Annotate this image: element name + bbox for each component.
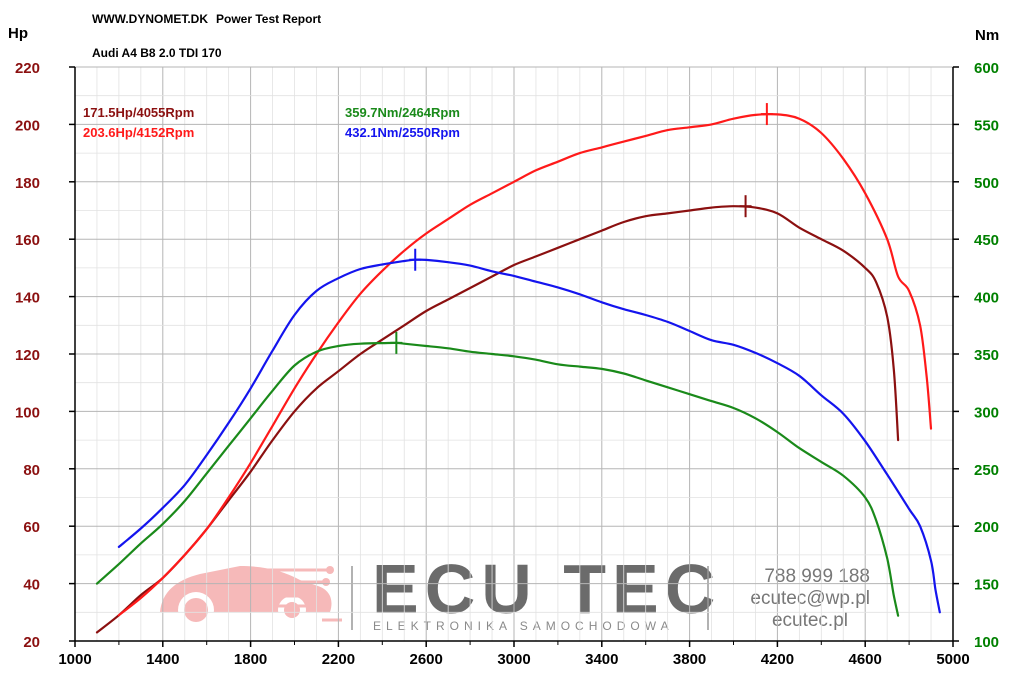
right-tick-label: 400 <box>974 290 999 307</box>
report-header: WWW.DYNOMET.DK Power Test Report <box>92 12 321 26</box>
chart-axes: 1000 1400 1800 2200 2600 3000 3400 3800 4200 4600… <box>8 25 999 668</box>
series-line-hp-tuned <box>117 112 933 617</box>
watermark-web: ecutec.pl <box>772 610 848 631</box>
x-tick-label: 3000 <box>497 651 530 668</box>
left-tick-label: 100 <box>15 404 40 421</box>
left-tick-label: 120 <box>15 347 40 364</box>
car-circuit-logo-icon <box>160 566 342 628</box>
x-tick-label: 2600 <box>410 651 443 668</box>
chart-grid <box>74 66 954 642</box>
left-tick-label: 200 <box>15 117 40 134</box>
watermark-tagline: ELEKTRONIKA SAMOCHODOWA <box>373 619 674 633</box>
left-tick-label: 160 <box>15 232 40 249</box>
x-tick-label: 3800 <box>673 651 706 668</box>
right-tick-label: 200 <box>974 519 999 536</box>
left-tick-label: 180 <box>15 175 40 192</box>
right-tick-label: 150 <box>974 577 999 594</box>
chart-series <box>95 112 941 634</box>
right-tick-label: 550 <box>974 117 999 134</box>
right-tick-label: 600 <box>974 60 999 77</box>
left-tick-label: 80 <box>23 462 40 479</box>
report-title: Power Test Report <box>216 12 321 26</box>
watermark-brand: ECU TEC <box>372 550 721 628</box>
peak-annotation: 203.6Hp/4152Rpm <box>83 125 194 140</box>
peak-annotation: 171.5Hp/4055Rpm <box>83 105 194 120</box>
series-line-nm-tuned <box>117 258 941 614</box>
right-tick-label: 250 <box>974 462 999 479</box>
chart-annotations: 171.5Hp/4055Rpm 203.6Hp/4152Rpm 359.7Nm/24… <box>83 105 460 140</box>
series-line-hp-stock <box>95 205 900 634</box>
x-tick-label: 2200 <box>322 651 355 668</box>
left-axis-unit: Hp <box>8 25 28 42</box>
site-name: WWW.DYNOMET.DK <box>92 12 208 26</box>
left-tick-label: 140 <box>15 290 40 307</box>
x-tick-label: 4600 <box>849 651 882 668</box>
right-tick-label: 500 <box>974 175 999 192</box>
series-line-nm-stock <box>95 341 900 617</box>
left-tick-label: 60 <box>23 519 40 536</box>
right-axis-unit: Nm <box>975 27 999 44</box>
watermark-email: ecutec@wp.pl <box>750 588 870 609</box>
x-tick-label: 1400 <box>146 651 179 668</box>
chart-peak-markers <box>390 103 773 354</box>
x-tick-label: 1800 <box>234 651 267 668</box>
x-tick-label: 4200 <box>761 651 794 668</box>
peak-annotation: 432.1Nm/2550Rpm <box>345 125 460 140</box>
vehicle-name: Audi A4 B8 2.0 TDI 170 <box>92 46 222 60</box>
right-tick-label: 100 <box>974 634 999 651</box>
ecutec-watermark: ECU TEC ELEKTRONIKA SAMOCHODOWA 788 999 … <box>160 550 870 633</box>
x-tick-label: 5000 <box>936 651 969 668</box>
right-tick-label: 300 <box>974 404 999 421</box>
left-tick-label: 20 <box>23 634 40 651</box>
peak-annotation: 359.7Nm/2464Rpm <box>345 105 460 120</box>
x-tick-label: 3400 <box>585 651 618 668</box>
right-tick-label: 450 <box>974 232 999 249</box>
left-tick-label: 220 <box>15 60 40 77</box>
right-tick-label: 350 <box>974 347 999 364</box>
left-tick-label: 40 <box>23 577 40 594</box>
x-tick-label: 1000 <box>58 651 91 668</box>
